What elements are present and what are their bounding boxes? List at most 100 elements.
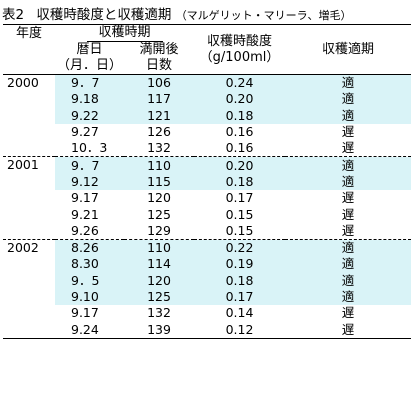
table-row: 9.21 125 0.15 遅 — [3, 206, 411, 222]
table-row: 9.24 139 0.12 遅 — [3, 321, 412, 339]
header-acidity-label: 収穫時酸度 — [207, 33, 273, 49]
cell-date: 9.24 — [55, 321, 124, 339]
table-row: 9.22 121 0.18 適 — [3, 107, 412, 124]
table-row: 9.18 117 0.20 適 — [3, 91, 412, 108]
cell-date: 9．7 — [55, 156, 124, 174]
cell-year — [3, 140, 55, 157]
cell-judgement: 適 — [285, 173, 412, 191]
cell-date: 9.21 — [71, 206, 99, 222]
header-harvest-time: 収穫時期 — [55, 24, 195, 42]
header-calendar-date: 暦日 （月．日） — [55, 42, 124, 75]
cell-date: 9.22 — [55, 107, 124, 124]
cell-judgement: 適 — [285, 74, 412, 92]
cell-year: 2000 — [3, 74, 55, 92]
cell-year — [3, 289, 55, 305]
caption-title: 収穫時酸度と収穫適期 — [36, 7, 172, 23]
cell-year — [3, 108, 55, 124]
header-days-unit: 日数 — [146, 58, 173, 73]
cell-date: 9.27 — [71, 124, 99, 140]
cell-date: 8.30 — [55, 256, 124, 273]
cell-days: 125 — [124, 288, 195, 306]
cell-judgement: 遅 — [341, 190, 355, 206]
cell-acidity: 0.16 — [225, 124, 254, 140]
cell-days: 132 — [147, 140, 171, 156]
cell-date: 9.10 — [55, 288, 124, 306]
cell-date: 8.26 — [55, 238, 124, 257]
header-year: 年度 — [3, 24, 55, 42]
cell-days: 120 — [147, 190, 171, 206]
cell-date: 9.26 — [71, 222, 99, 238]
cell-year — [3, 124, 55, 140]
cell-judgement: 遅 — [341, 124, 355, 140]
cell-judgement: 適 — [285, 288, 412, 306]
cell-year: 2002 — [3, 238, 55, 257]
cell-year — [3, 174, 55, 190]
cell-acidity: 0.15 — [225, 206, 254, 222]
header-row-1: 年度 収穫時期 収穫時酸度 （g/100ml） 収穫適期 — [3, 24, 412, 75]
cell-year — [3, 206, 55, 222]
harvest-acidity-table: 年度 収穫時期 収穫時酸度 （g/100ml） 収穫適期 暦日 （月．日） 満開… — [3, 24, 412, 339]
cell-days: 125 — [147, 206, 171, 222]
cell-date: 9.17 — [71, 305, 99, 321]
cell-judgement: 適 — [285, 238, 412, 257]
header-acidity-unit: （g/100ml） — [199, 49, 280, 65]
header-acidity: 収穫時酸度 （g/100ml） — [194, 24, 286, 75]
cell-acidity: 0.17 — [225, 190, 254, 206]
header-days-after-bloom: 満開後 日数 — [124, 42, 194, 75]
cell-judgement: 適 — [285, 156, 412, 174]
table-body: 2000 9．7 106 0.24 適 9.18 117 0.20 適 9.22 121 0.18 適 9… — [3, 74, 412, 339]
cell-acidity: 0.19 — [194, 256, 286, 273]
cell-judgement: 適 — [285, 272, 412, 289]
cell-days: 106 — [124, 74, 195, 92]
cell-acidity: 0.14 — [225, 305, 254, 321]
caption-label: 表2 — [2, 7, 25, 23]
table-row: 9.27 126 0.16 遅 — [3, 124, 411, 140]
cell-year — [3, 305, 55, 321]
table-row: 10．3 132 0.16 遅 — [3, 140, 411, 157]
header-row-2: 暦日 （月．日） 満開後 日数 — [3, 42, 411, 75]
cell-year — [3, 256, 55, 272]
table-row: 2000 9．7 106 0.24 適 — [3, 74, 412, 92]
table-row: 9.10 125 0.17 適 — [3, 288, 412, 306]
cell-acidity: 0.17 — [194, 288, 286, 306]
cell-judgement: 適 — [285, 107, 412, 124]
table-row: 9.26 129 0.15 遅 — [3, 223, 411, 240]
header-calendar-date-unit: （月．日） — [56, 58, 122, 73]
cell-date: 9.18 — [55, 91, 124, 108]
cell-date: 9.12 — [55, 173, 124, 191]
cell-days: 126 — [147, 124, 171, 140]
cell-acidity: 0.22 — [194, 238, 286, 257]
table-row: 9．5 120 0.18 適 — [3, 272, 412, 289]
cell-year: 2001 — [3, 156, 55, 174]
cell-acidity: 0.18 — [194, 272, 286, 289]
table-caption: 表2 収穫時酸度と収穫適期 （マルゲリット・マリーラ、増毛） — [2, 3, 351, 23]
cell-days: 115 — [124, 173, 195, 191]
cell-judgement: 遅 — [341, 206, 355, 222]
table-row: 2002 8.26 110 0.22 適 — [3, 238, 412, 257]
cell-days: 132 — [147, 305, 171, 321]
table-row: 8.30 114 0.19 適 — [3, 256, 412, 273]
table-row: 9.17 132 0.14 遅 — [3, 305, 411, 321]
cell-date: 9．7 — [55, 74, 124, 92]
table-row: 9.12 115 0.18 適 — [3, 173, 412, 191]
cell-judgement: 適 — [285, 91, 412, 108]
cell-judgement: 遅 — [285, 321, 412, 339]
cell-acidity: 0.18 — [194, 107, 286, 124]
cell-days: 114 — [124, 256, 195, 273]
cell-acidity: 0.24 — [194, 74, 286, 92]
cell-days: 129 — [147, 222, 171, 238]
cell-judgement: 適 — [285, 256, 412, 273]
header-suitability: 収穫適期 — [285, 24, 412, 75]
cell-days: 117 — [124, 91, 195, 108]
cell-date: 9.17 — [71, 190, 99, 206]
cell-year — [3, 190, 55, 206]
cell-days: 110 — [124, 238, 195, 257]
table-row: 2001 9．7 110 0.20 適 — [3, 156, 412, 174]
cell-days: 110 — [124, 156, 195, 174]
cell-acidity: 0.20 — [194, 156, 286, 174]
cell-days: 120 — [124, 272, 195, 289]
cell-year — [3, 91, 55, 107]
cell-acidity: 0.18 — [194, 173, 286, 191]
header-days-label: 満開後 — [139, 42, 179, 57]
cell-acidity: 0.20 — [194, 91, 286, 108]
